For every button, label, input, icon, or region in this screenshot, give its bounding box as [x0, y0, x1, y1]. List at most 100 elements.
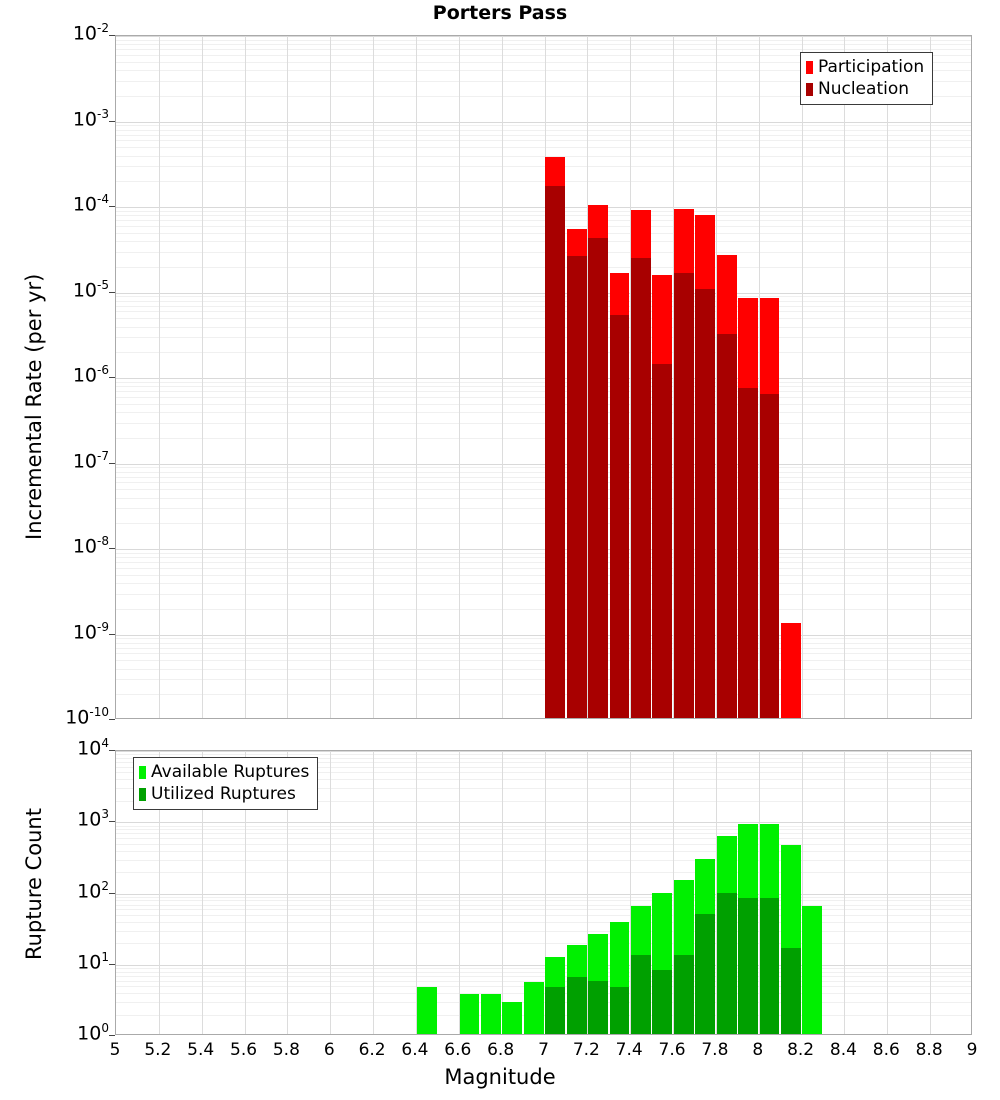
legend-label: Utilized Ruptures [151, 784, 296, 804]
x-tick-label: 6.2 [358, 1040, 386, 1060]
x-tick-label: 7.2 [572, 1040, 600, 1060]
bar-utilized-ruptures [630, 954, 651, 1034]
y-tick-mark [109, 1035, 115, 1036]
bar-nucleation [630, 258, 651, 718]
legend-item-utilized-ruptures: Utilized Ruptures [139, 783, 309, 805]
bar-nucleation [652, 363, 673, 718]
bar-nucleation [695, 288, 716, 718]
y-tick-mark [109, 893, 115, 894]
bottom-legend: Available Ruptures Utilized Ruptures [133, 757, 319, 810]
x-tick-label: 8.4 [829, 1040, 857, 1060]
bar-available-ruptures [802, 906, 823, 1034]
legend-item-nucleation: Nucleation [806, 78, 924, 100]
y-tick-label: 10-2 [72, 21, 109, 45]
y-tick-mark [109, 719, 115, 720]
bottom-gridlines [116, 751, 971, 1034]
x-tick-label: 7.6 [658, 1040, 686, 1060]
bar-utilized-ruptures [566, 976, 587, 1034]
y-tick-mark [109, 121, 115, 122]
x-tick-label: 8.2 [787, 1040, 815, 1060]
bottom-y-axis-label: Rupture Count [22, 808, 46, 960]
top-legend: Participation Nucleation [800, 52, 934, 105]
bar-nucleation [609, 314, 630, 718]
bar-nucleation [588, 238, 609, 718]
x-tick-label: 5 [109, 1040, 121, 1060]
y-tick-mark [109, 35, 115, 36]
y-tick-label: 10-10 [65, 705, 109, 729]
bar-available-ruptures [416, 987, 437, 1034]
bar-utilized-ruptures [716, 893, 737, 1034]
legend-label: Nucleation [818, 79, 910, 99]
y-tick-label: 100 [77, 1021, 109, 1045]
x-tick-label: 5.6 [230, 1040, 258, 1060]
y-tick-mark [109, 377, 115, 378]
y-tick-label: 10-3 [72, 106, 109, 130]
page-title: Porters Pass [432, 2, 568, 24]
bar-nucleation [716, 334, 737, 718]
y-tick-label: 10-7 [72, 448, 109, 472]
x-tick-label: 5.8 [272, 1040, 300, 1060]
bar-nucleation [545, 186, 566, 718]
legend-label: Available Ruptures [151, 762, 310, 782]
y-tick-mark [109, 821, 115, 822]
y-tick-label: 10-6 [72, 363, 109, 387]
bar-nucleation [673, 273, 694, 718]
x-tick-label: 7.4 [615, 1040, 643, 1060]
y-tick-mark [109, 634, 115, 635]
utilized-ruptures-swatch [139, 787, 146, 801]
y-tick-mark [109, 463, 115, 464]
legend-label: Participation [818, 57, 925, 77]
x-tick-label: 6.8 [487, 1040, 515, 1060]
bar-available-ruptures [459, 994, 480, 1034]
bar-available-ruptures [480, 994, 501, 1034]
x-tick-label: 9 [966, 1040, 978, 1060]
y-tick-mark [109, 548, 115, 549]
bar-utilized-ruptures [738, 897, 758, 1034]
x-axis-label: Magnitude [444, 1065, 556, 1089]
x-tick-label: 5.2 [144, 1040, 172, 1060]
bar-nucleation [738, 387, 758, 718]
bar-nucleation [566, 256, 587, 718]
y-tick-label: 103 [77, 807, 109, 831]
y-tick-label: 101 [77, 949, 109, 974]
x-tick-label: 6.4 [401, 1040, 429, 1060]
y-tick-label: 104 [77, 736, 109, 760]
nucleation-swatch [806, 82, 813, 96]
y-tick-label: 102 [77, 878, 109, 902]
top-bar-series [116, 36, 971, 718]
bar-utilized-ruptures [759, 897, 780, 1034]
incremental-rate-plot [115, 35, 972, 719]
bar-utilized-ruptures [588, 980, 609, 1034]
y-tick-mark [109, 292, 115, 293]
x-tick-label: 8 [752, 1040, 764, 1060]
y-tick-label: 10-4 [72, 192, 109, 216]
legend-item-participation: Participation [806, 56, 924, 78]
top-y-axis-label: Incremental Rate (per yr) [22, 273, 46, 540]
bar-utilized-ruptures [609, 986, 630, 1034]
y-tick-label: 10-9 [72, 619, 109, 643]
bar-utilized-ruptures [673, 954, 694, 1034]
legend-item-available-ruptures: Available Ruptures [139, 761, 309, 783]
x-tick-label: 5.4 [187, 1040, 215, 1060]
y-tick-mark [109, 206, 115, 207]
available-ruptures-swatch [139, 765, 146, 779]
top-gridlines [116, 36, 971, 718]
x-tick-label: 6.6 [444, 1040, 472, 1060]
bar-utilized-ruptures [780, 948, 801, 1034]
participation-swatch [806, 60, 813, 74]
x-tick-label: 7.8 [701, 1040, 729, 1060]
y-tick-label: 10-5 [72, 277, 109, 301]
bottom-bar-series [116, 751, 971, 1034]
x-tick-label: 6 [323, 1040, 335, 1060]
x-tick-label: 8.6 [872, 1040, 900, 1060]
bar-utilized-ruptures [695, 914, 716, 1034]
bar-utilized-ruptures [652, 969, 673, 1034]
x-tick-label: 8.8 [915, 1040, 943, 1060]
y-tick-mark [109, 750, 115, 751]
bar-available-ruptures [523, 981, 544, 1034]
bar-utilized-ruptures [545, 987, 566, 1034]
y-tick-label: 10-8 [72, 534, 109, 558]
bar-participation [780, 622, 801, 718]
bar-nucleation [759, 394, 780, 718]
